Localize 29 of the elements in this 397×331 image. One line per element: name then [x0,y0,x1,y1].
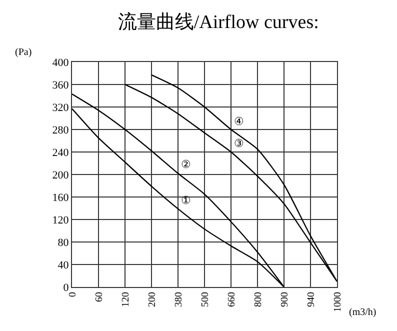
series-label: ② [181,159,191,171]
series-label: ③ [234,138,244,150]
x-tick-label: 380 [173,292,184,307]
x-tick-label: 500 [200,292,211,307]
chart-title: 流量曲线/Airflow curves: [118,11,319,34]
x-tick-label: 900 [279,292,290,307]
y-tick-label: 360 [52,79,70,92]
y-tick-label: 240 [52,146,70,159]
y-tick-label: 320 [52,102,70,114]
x-axis-title: (m3/h) [349,307,376,318]
y-tick-label: 160 [52,192,70,204]
x-tick-label: 120 [120,292,132,307]
y-tick-label: 280 [52,124,70,136]
x-tick-label: 60 [94,292,105,302]
y-tick-label: 120 [52,214,70,226]
x-tick-label: 0 [67,292,78,297]
y-tick-label: 80 [58,236,70,249]
x-tick-label: 200 [146,292,158,307]
y-tick-label: 400 [52,56,70,69]
x-tick-label: 1000 [332,292,344,312]
x-tick-label: 940 [306,292,317,307]
y-tick-label: 0 [63,282,70,294]
x-tick-label: 660 [226,292,238,307]
y-tick-label: 40 [58,259,70,272]
y-tick-label: 200 [52,169,70,182]
y-axis-title: (Pa) [15,47,32,58]
series-label: ④ [234,116,244,128]
series-label: ① [181,195,191,207]
x-tick-label: 800 [252,292,264,307]
